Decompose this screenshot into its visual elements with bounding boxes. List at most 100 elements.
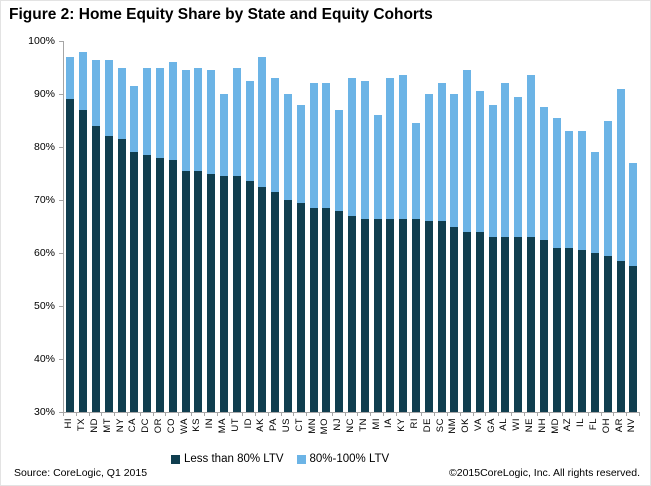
x-axis-label: NE	[524, 418, 536, 433]
x-axis-label: AK	[255, 418, 267, 432]
x-label-slot: MO	[319, 418, 332, 444]
bar-nm	[448, 41, 461, 412]
x-tick-mark	[293, 413, 294, 416]
y-tick-mark	[59, 94, 63, 95]
segment-80-100-ltv	[514, 96, 523, 238]
x-axis-label: IA	[383, 418, 395, 428]
bar-ny	[115, 41, 128, 412]
x-label-slot: IN	[204, 418, 217, 444]
segment-80-100-ltv	[117, 67, 126, 140]
segment-80-100-ltv	[322, 83, 331, 208]
segment-less-than-80-ltv	[552, 247, 561, 412]
y-tick-mark	[59, 147, 63, 148]
bar-mt	[102, 41, 115, 412]
x-tick-mark	[217, 413, 218, 416]
x-tick-mark	[345, 413, 346, 416]
segment-80-100-ltv	[207, 70, 216, 174]
x-label-slot: TN	[357, 418, 370, 444]
x-tick-mark	[242, 413, 243, 416]
x-label-slot: NJ	[332, 418, 345, 444]
bar-mn	[307, 41, 320, 412]
y-tick-mark	[59, 41, 63, 42]
x-axis-label: ND	[88, 418, 100, 433]
x-axis-label: IL	[575, 418, 587, 427]
x-axis-label: AZ	[562, 418, 574, 432]
segment-80-100-ltv	[437, 83, 446, 222]
segment-less-than-80-ltv	[168, 160, 177, 412]
bar-wi	[512, 41, 525, 412]
segment-80-100-ltv	[258, 56, 267, 187]
bar-ct	[294, 41, 307, 412]
x-axis-label: IN	[204, 418, 216, 429]
x-tick-mark	[421, 413, 422, 416]
segment-less-than-80-ltv	[450, 226, 459, 412]
x-axis-label: RI	[408, 418, 420, 429]
x-tick-mark	[383, 413, 384, 416]
x-tick-mark	[255, 413, 256, 416]
x-axis-label: MO	[319, 418, 331, 435]
x-label-slot: KY	[396, 418, 409, 444]
x-label-slot: IL	[575, 418, 588, 444]
x-tick-mark	[460, 413, 461, 416]
x-tick-mark	[101, 413, 102, 416]
segment-less-than-80-ltv	[130, 152, 139, 412]
x-label-slot: NE	[524, 418, 537, 444]
segment-80-100-ltv	[168, 62, 177, 161]
x-axis-label: NJ	[332, 418, 344, 431]
x-axis-label: ID	[242, 418, 254, 429]
x-tick-mark	[191, 413, 192, 416]
x-tick-mark	[114, 413, 115, 416]
x-tick-mark	[396, 413, 397, 416]
legend-label: Less than 80% LTV	[184, 453, 284, 465]
x-axis-label: KS	[191, 418, 203, 432]
segment-80-100-ltv	[91, 59, 100, 126]
x-axis-label: KY	[396, 418, 408, 432]
x-label-slot: NM	[447, 418, 460, 444]
x-tick-mark	[575, 413, 576, 416]
bar-mo	[320, 41, 333, 412]
x-label-slot: MA	[217, 418, 230, 444]
x-label-slot: OK	[460, 418, 473, 444]
bar-nc	[346, 41, 359, 412]
segment-80-100-ltv	[104, 59, 113, 137]
segment-less-than-80-ltv	[181, 170, 190, 412]
figure-title: Figure 2: Home Equity Share by State and…	[9, 6, 433, 23]
x-axis-label: TX	[76, 418, 88, 432]
segment-less-than-80-ltv	[296, 202, 305, 412]
x-label-slot: SC	[434, 418, 447, 444]
x-tick-mark	[613, 413, 614, 416]
segment-less-than-80-ltv	[488, 237, 497, 412]
x-tick-mark	[639, 413, 640, 416]
segment-80-100-ltv	[347, 78, 356, 216]
x-label-slot: US	[281, 418, 294, 444]
x-tick-mark	[524, 413, 525, 416]
bar-nj	[333, 41, 346, 412]
x-tick-mark	[89, 413, 90, 416]
bar-dc	[141, 41, 154, 412]
x-tick-mark	[434, 413, 435, 416]
segment-less-than-80-ltv	[194, 170, 203, 412]
x-axis-label: OH	[600, 418, 612, 434]
segment-80-100-ltv	[271, 78, 280, 193]
segment-less-than-80-ltv	[475, 231, 484, 412]
x-label-slot: CO	[165, 418, 178, 444]
bar-wa	[179, 41, 192, 412]
x-axis-label: FL	[588, 418, 600, 431]
chart-legend: Less than 80% LTV 80%-100% LTV	[171, 453, 389, 465]
x-axis-label: CO	[165, 418, 177, 434]
x-tick-mark	[485, 413, 486, 416]
segment-less-than-80-ltv	[565, 247, 574, 412]
x-axis-label: CA	[127, 418, 139, 433]
segment-80-100-ltv	[232, 67, 241, 177]
x-tick-mark	[332, 413, 333, 416]
x-label-slot: MD	[549, 418, 562, 444]
x-tick-mark	[549, 413, 550, 416]
x-axis-label: OK	[460, 418, 472, 433]
bar-or	[154, 41, 167, 412]
segment-less-than-80-ltv	[360, 218, 369, 412]
segment-80-100-ltv	[552, 117, 561, 248]
y-tick-mark	[59, 359, 63, 360]
copyright-note: ©2015CoreLogic, Inc. All rights reserved…	[449, 467, 640, 479]
segment-80-100-ltv	[424, 94, 433, 222]
bar-de	[422, 41, 435, 412]
